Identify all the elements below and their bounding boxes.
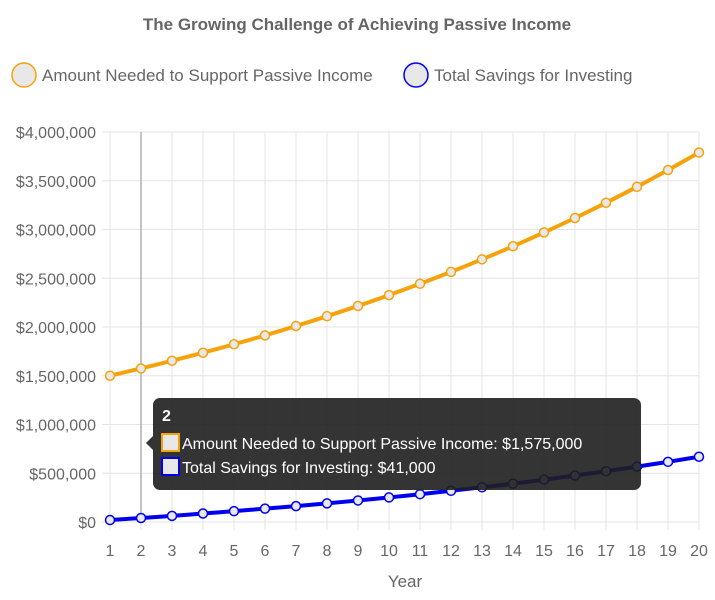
- x-tick-label: 17: [597, 543, 615, 560]
- data-point[interactable]: [693, 451, 705, 463]
- data-point[interactable]: [290, 500, 302, 512]
- x-tick-label: 2: [137, 543, 146, 560]
- data-point[interactable]: [414, 278, 426, 290]
- x-axis-title: Year: [388, 572, 423, 591]
- data-point[interactable]: [104, 514, 116, 526]
- x-tick-label: 9: [354, 543, 363, 560]
- y-tick-label: $0: [78, 515, 96, 532]
- x-tick-label: 3: [168, 543, 177, 560]
- x-tick-label: 11: [412, 543, 429, 560]
- series-line: [108, 150, 701, 378]
- legend-label: Amount Needed to Support Passive Income: [42, 66, 373, 85]
- data-point[interactable]: [104, 370, 116, 381]
- data-point[interactable]: [197, 347, 209, 358]
- x-tick-label: 5: [230, 543, 239, 560]
- data-point[interactable]: [290, 320, 302, 332]
- x-tick-label: 20: [690, 543, 708, 560]
- y-tick-label: $3,500,000: [16, 174, 96, 191]
- x-tick-label: 15: [535, 543, 553, 560]
- y-tick-label: $3,000,000: [16, 223, 96, 240]
- data-point[interactable]: [135, 363, 147, 374]
- legend-marker: [403, 62, 429, 88]
- y-tick-label: $1,000,000: [16, 418, 96, 435]
- data-point[interactable]: [352, 495, 364, 506]
- data-point[interactable]: [228, 339, 240, 350]
- data-point[interactable]: [383, 492, 395, 503]
- data-point[interactable]: [600, 197, 612, 209]
- chart-title: The Growing Challenge of Achieving Passi…: [143, 15, 571, 34]
- data-point[interactable]: [321, 310, 333, 322]
- data-point[interactable]: [631, 181, 643, 193]
- legend-item-1[interactable]: Amount Needed to Support Passive Income: [11, 62, 373, 88]
- data-point[interactable]: [383, 289, 395, 301]
- tooltip-caret: [146, 436, 153, 450]
- y-tick-label: $2,000,000: [16, 320, 96, 337]
- legend-marker: [11, 62, 37, 88]
- data-point[interactable]: [259, 330, 271, 341]
- data-point[interactable]: [693, 147, 705, 158]
- tooltip-swatch: [161, 433, 180, 452]
- data-point[interactable]: [228, 505, 240, 517]
- tooltip-title: 2: [162, 408, 171, 425]
- x-tick-label: 12: [442, 543, 460, 560]
- data-point[interactable]: [507, 241, 519, 252]
- data-point[interactable]: [662, 456, 674, 468]
- x-tick-label: 18: [628, 543, 646, 560]
- tooltip: 2 Amount Needed to Support Passive Income…: [146, 398, 641, 490]
- y-tick-label: $4,000,000: [16, 125, 96, 142]
- data-point[interactable]: [569, 212, 581, 224]
- data-point[interactable]: [135, 512, 147, 524]
- data-point[interactable]: [259, 503, 271, 514]
- data-point[interactable]: [476, 254, 488, 265]
- x-tick-label: 16: [566, 543, 584, 560]
- x-tick-label: 14: [504, 543, 522, 560]
- tooltip-line: Total Savings for Investing: $41,000: [182, 460, 436, 477]
- x-tick-label: 8: [323, 543, 332, 560]
- data-point[interactable]: [352, 300, 364, 312]
- legend-item-2[interactable]: Total Savings for Investing: [403, 62, 632, 88]
- x-tick-label: 1: [106, 543, 115, 560]
- data-point[interactable]: [166, 355, 178, 366]
- x-tick-label: 10: [380, 543, 398, 560]
- legend-label: Total Savings for Investing: [434, 66, 632, 85]
- legend: Amount Needed to Support Passive Income T…: [11, 62, 632, 88]
- data-point[interactable]: [197, 508, 209, 519]
- tooltip-swatch: [161, 457, 180, 476]
- x-tick-label: 7: [292, 543, 301, 560]
- series-1: [104, 147, 705, 381]
- x-tick-label: 4: [199, 543, 208, 560]
- x-tick-label: 19: [659, 543, 677, 560]
- x-tick-label: 6: [261, 543, 270, 560]
- tooltip-line: Amount Needed to Support Passive Income:…: [182, 436, 582, 453]
- x-axis-ticks: 1 2 3 4 5 6 7 8 9 10 11 12 13 14 15 16 17 18 19 20: [106, 543, 708, 560]
- data-point[interactable]: [538, 227, 550, 238]
- y-tick-label: $1,500,000: [16, 369, 96, 386]
- data-point[interactable]: [166, 510, 178, 522]
- tooltip-box: [153, 398, 641, 490]
- x-tick-label: 13: [473, 543, 491, 560]
- data-point[interactable]: [321, 498, 333, 509]
- data-point[interactable]: [445, 266, 457, 278]
- y-tick-label: $2,500,000: [16, 271, 96, 288]
- data-point[interactable]: [414, 488, 426, 500]
- data-point[interactable]: [662, 164, 674, 176]
- y-tick-label: $500,000: [29, 466, 96, 483]
- y-axis-ticks: $0 $500,000 $1,000,000 $1,500,000 $2,000,000…: [16, 125, 96, 532]
